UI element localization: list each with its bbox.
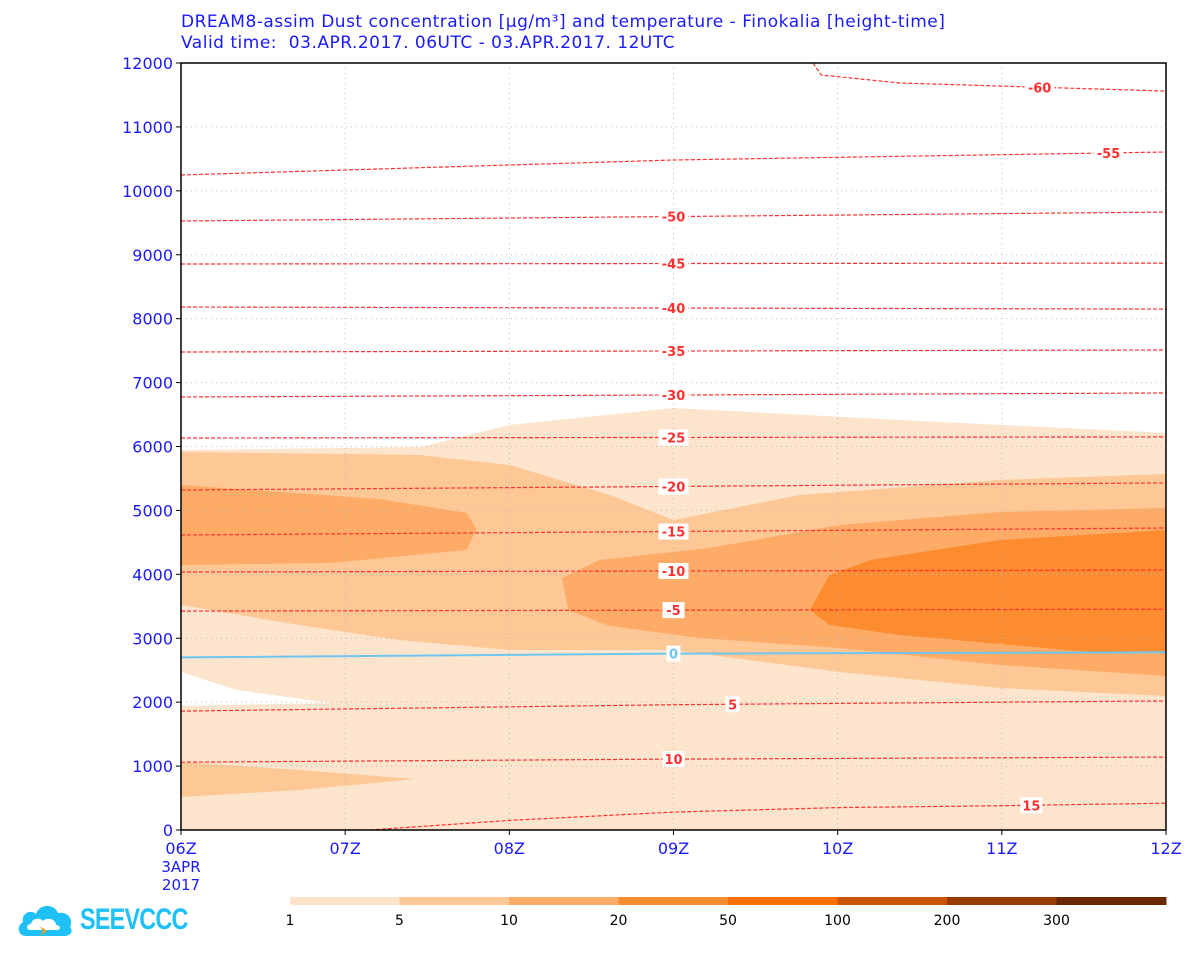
colorbar-label: 50 [719, 913, 737, 929]
contour-label: -35 [662, 345, 686, 360]
contour-label-bg [662, 602, 685, 619]
colorbar-swatch [728, 897, 838, 905]
y-tick-label: 9000 [132, 246, 173, 265]
contour-label: -25 [662, 431, 686, 446]
contour-label: -15 [662, 526, 686, 541]
x-date-label: 3APR [161, 858, 200, 876]
contour-label-bg [662, 751, 685, 768]
contour-label: 15 [1022, 799, 1040, 814]
colorbar-swatch [509, 897, 619, 905]
y-tick-label: 0 [163, 821, 173, 840]
dust-region-level-10 [181, 485, 477, 565]
contour-label: 0 [669, 648, 678, 663]
contour-label: 5 [728, 698, 737, 713]
x-tick-label: 07Z [330, 839, 361, 858]
colorbar-label: 20 [610, 913, 628, 929]
logo-text: SEEVCCC [80, 903, 188, 936]
contour-label-bg [1093, 144, 1124, 161]
x-tick-label: 11Z [986, 839, 1017, 858]
colorbar-swatch [618, 897, 729, 905]
colorbar-label: 1 [286, 913, 295, 929]
colorbar-swatch [290, 897, 400, 905]
contour-label-bg [1020, 797, 1043, 814]
seevccc-logo: SEEVCCC [16, 900, 218, 940]
colorbar-label: 10 [500, 913, 518, 929]
contour-label: -50 [662, 211, 686, 226]
contour-label-bg [658, 523, 689, 540]
colorbar-swatch [1056, 897, 1167, 905]
contour-label-bg [666, 645, 681, 662]
x-tick-label: 06Z [165, 839, 196, 858]
y-tick-label: 8000 [132, 310, 173, 329]
contour-label-bg [1024, 79, 1055, 96]
colorbar-label: 100 [824, 913, 851, 929]
contour-label: -30 [662, 389, 686, 404]
temperature-contour [180, 700, 1167, 712]
contour-label: -10 [662, 565, 686, 580]
temperature-contour [369, 802, 1167, 831]
contour-label: -20 [662, 480, 686, 495]
colorbar-label: 300 [1043, 913, 1070, 929]
y-tick-label: 7000 [132, 374, 173, 393]
contour-label-bg [658, 343, 689, 360]
colorbar-swatch [947, 897, 1057, 905]
colorbar-label: 5 [395, 913, 404, 929]
dust-region-level-none [181, 672, 331, 706]
cloud-icon [18, 905, 72, 936]
colorbar-swatch [837, 897, 948, 905]
temperature-contour [180, 151, 1167, 176]
y-tick-label: 4000 [132, 565, 173, 584]
contour-label-bg [658, 387, 689, 404]
y-tick-label: 2000 [132, 693, 173, 712]
x-tick-label: 09Z [658, 839, 689, 858]
contour-label-bg [658, 478, 689, 495]
y-tick-label: 1000 [132, 757, 173, 776]
y-tick-label: 10000 [122, 182, 173, 201]
contour-label: -45 [662, 258, 686, 273]
contour-label-bg [658, 563, 689, 580]
contour-label-bg [658, 429, 689, 446]
y-tick-label: 3000 [132, 629, 173, 648]
y-tick-label: 12000 [122, 54, 173, 73]
chart-subtitle: Valid time: 03.APR.2017. 06UTC - 03.APR.… [181, 33, 676, 53]
colorbar-label: 200 [934, 913, 961, 929]
y-tick-label: 6000 [132, 438, 173, 457]
y-tick-label: 11000 [122, 118, 173, 137]
contour-label-bg [658, 208, 689, 225]
chart-title: DREAM8-assim Dust concentration [µg/m³] … [181, 12, 946, 32]
contour-label-bg [658, 300, 689, 317]
contour-label: -5 [666, 604, 680, 619]
dust-region-level-20 [809, 530, 1166, 652]
x-date-label: 2017 [162, 876, 200, 894]
x-tick-label: 08Z [494, 839, 525, 858]
colorbar-swatch [399, 897, 510, 905]
contour-label-bg [658, 255, 689, 272]
contour-label: -60 [1028, 81, 1052, 96]
y-tick-label: 5000 [132, 501, 173, 520]
contour-label: 10 [664, 753, 682, 768]
dust-region-level-5 [181, 762, 416, 797]
contour-label: -55 [1097, 147, 1121, 162]
x-tick-label: 12Z [1150, 839, 1181, 858]
x-tick-label: 10Z [822, 839, 853, 858]
temperature-contour [812, 62, 1167, 92]
contour-label: -40 [662, 302, 686, 317]
contour-label-bg [725, 696, 740, 713]
